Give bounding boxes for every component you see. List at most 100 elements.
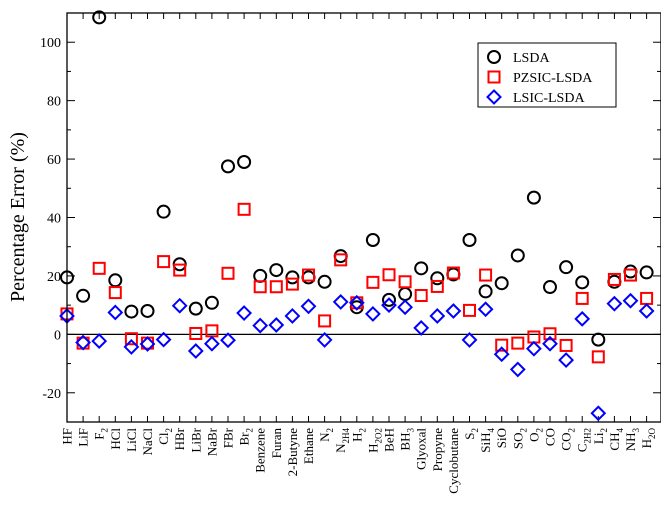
y-tick-label: 80 <box>47 95 61 110</box>
point-pzsic-lsda <box>237 202 251 216</box>
point-lsic-lsda <box>284 308 301 324</box>
point-lsic-lsda <box>171 297 188 314</box>
point-pzsic-lsda <box>157 255 171 269</box>
point-lsic-lsda <box>155 331 172 348</box>
point-pzsic-lsda <box>382 268 396 282</box>
point-lsda <box>188 301 203 316</box>
point-lsda <box>494 276 509 291</box>
point-lsda <box>237 154 252 169</box>
point-pzsic-lsda <box>559 338 573 352</box>
legend-label: LSDA <box>513 51 550 66</box>
point-lsda <box>575 275 590 290</box>
data-series <box>59 10 655 422</box>
x-tick-label: LiF <box>76 428 91 447</box>
point-lsic-lsda <box>123 339 140 355</box>
x-tick-label: O2 <box>526 428 544 442</box>
point-lsda <box>285 270 300 285</box>
x-tick-label: SiO <box>494 428 509 448</box>
point-lsic-lsda <box>203 335 220 352</box>
point-pzsic-lsda <box>398 275 412 289</box>
x-tick-label: FBr <box>221 427 236 448</box>
x-tick-label: HCl <box>108 428 123 450</box>
x-tick-label: N2 <box>317 428 335 442</box>
x-tick-label: Cyclobutane <box>446 428 461 494</box>
point-lsic-lsda <box>75 334 92 351</box>
x-tick-label: F2 <box>92 428 110 440</box>
x-tick-label: Benzene <box>253 428 268 473</box>
point-lsic-lsda <box>252 317 269 334</box>
x-tick-label: H2O <box>639 428 657 449</box>
point-lsic-lsda <box>622 292 639 309</box>
point-pzsic-lsda <box>414 289 428 303</box>
point-pzsic-lsda <box>318 314 332 328</box>
point-lsic-lsda <box>509 361 526 378</box>
legend-marker-lsda <box>487 50 501 64</box>
point-pzsic-lsda <box>366 275 380 289</box>
x-tick-label: SiH4 <box>478 428 496 453</box>
point-lsda <box>221 159 235 174</box>
point-pzsic-lsda <box>302 268 315 282</box>
point-pzsic-lsda <box>511 336 525 350</box>
point-lsda <box>204 295 219 310</box>
point-lsic-lsda <box>397 299 414 316</box>
legend-marker-pzsic-lsda <box>487 70 501 84</box>
point-lsic-lsda <box>139 336 156 352</box>
x-tick-label: SO2 <box>510 428 528 449</box>
series-lsic-lsda <box>59 292 655 422</box>
x-tick-label: Br2 <box>237 428 255 446</box>
point-lsic-lsda <box>477 301 494 318</box>
y-tick-label: -20 <box>42 387 61 402</box>
y-tick-label: 0 <box>54 328 61 343</box>
point-lsda <box>76 288 91 303</box>
plot-frame <box>66 12 661 423</box>
x-tick-label: Li2 <box>591 428 609 444</box>
point-lsic-lsda <box>364 305 381 322</box>
point-lsic-lsda <box>381 297 397 314</box>
point-lsic-lsda <box>220 332 236 349</box>
x-tick-label: Cl2 <box>156 428 174 445</box>
point-lsic-lsda <box>558 352 575 368</box>
point-pzsic-lsda <box>173 263 187 277</box>
point-pzsic-lsda <box>334 253 348 267</box>
point-lsic-lsda <box>300 298 317 315</box>
x-tick-label: S2 <box>462 428 480 440</box>
x-tick-label: C2H2 <box>575 428 593 452</box>
point-lsic-lsda <box>445 303 462 319</box>
point-lsda <box>543 280 557 295</box>
x-tick-label: NH3 <box>623 428 641 452</box>
point-lsic-lsda <box>542 335 558 352</box>
point-lsic-lsda <box>525 340 542 357</box>
point-lsic-lsda <box>107 304 124 321</box>
x-tick-label: NaBr <box>204 427 219 456</box>
x-tick-label: 2-Butyne <box>285 428 300 477</box>
legend-label: PZSIC-LSDA <box>513 71 593 86</box>
x-tick-label: CO <box>543 428 558 446</box>
point-pzsic-lsda <box>495 338 509 352</box>
point-lsda <box>591 332 606 347</box>
point-pzsic-lsda <box>253 280 267 294</box>
x-tick-label: NaCl <box>140 428 155 456</box>
point-lsic-lsda <box>332 294 349 310</box>
point-lsda <box>382 292 396 307</box>
x-tick-label: BH3 <box>398 428 416 451</box>
legend-marker-lsic-lsda <box>486 89 502 105</box>
point-pzsic-lsda <box>269 280 283 294</box>
point-lsda <box>269 263 284 278</box>
point-lsic-lsda <box>606 295 623 312</box>
x-tick-label: H2 <box>349 428 367 442</box>
y-tick-label: 20 <box>47 270 61 285</box>
x-tick-label: Propyne <box>430 428 445 472</box>
point-lsic-lsda <box>268 317 285 333</box>
y-tick-label: 100 <box>40 36 61 51</box>
point-pzsic-lsda <box>285 277 299 291</box>
point-lsda <box>526 190 541 205</box>
point-lsda <box>478 284 493 299</box>
point-pzsic-lsda <box>543 327 557 341</box>
point-lsic-lsda <box>461 331 478 348</box>
point-lsda <box>639 265 654 280</box>
point-lsic-lsda <box>91 333 108 349</box>
x-tick-label: Glyoxal <box>414 428 429 470</box>
point-pzsic-lsda <box>430 279 444 293</box>
point-pzsic-lsda <box>189 326 203 340</box>
